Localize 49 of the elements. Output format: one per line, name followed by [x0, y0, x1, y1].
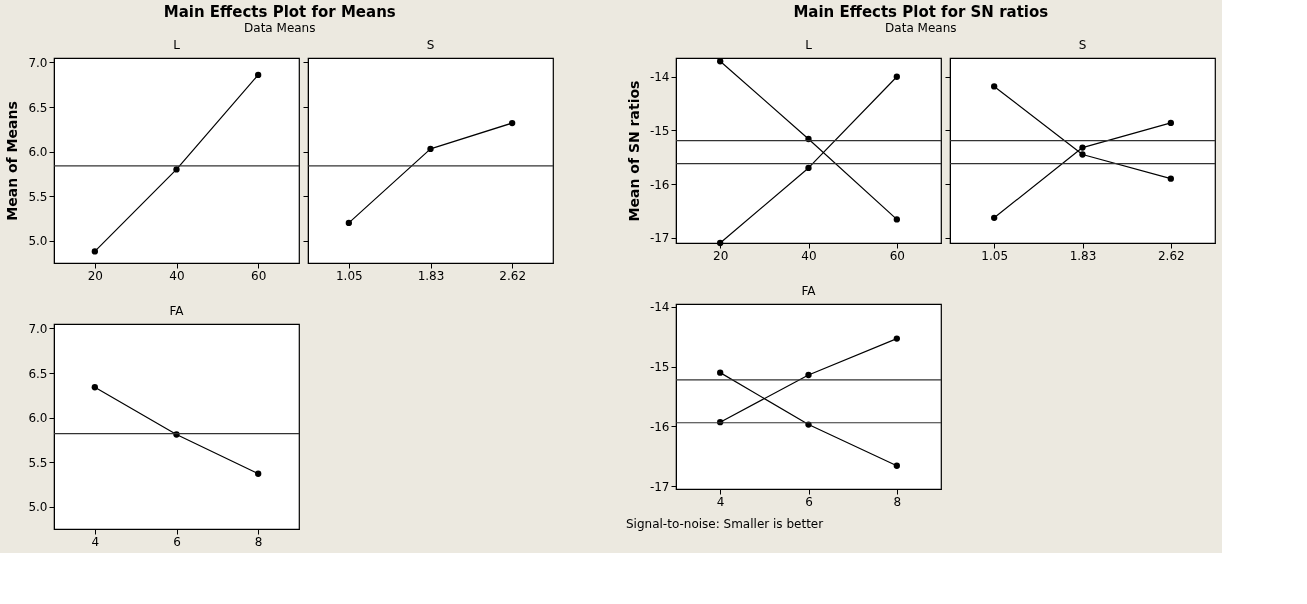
y-tick-label: -16	[649, 419, 670, 434]
x-tick-label: 60	[251, 268, 267, 283]
y-tick-label: 6.5	[28, 100, 48, 115]
chart-title: Main Effects Plot for SN ratios	[793, 3, 1049, 22]
text: L	[173, 38, 181, 52]
y-tick-label: -17	[649, 479, 670, 494]
y-tick-label: -14	[649, 300, 670, 315]
x-tick-label: 20	[87, 268, 103, 283]
y-tick-label: 7.0	[28, 321, 48, 336]
y-tick-label: -15	[649, 123, 670, 138]
x-tick-label: 2.62	[499, 268, 527, 283]
y-tick-label: 5.5	[28, 189, 48, 204]
text: S	[426, 38, 435, 52]
y-tick-label: 5.0	[28, 234, 48, 249]
x-tick-label: 1.05	[981, 248, 1009, 263]
y-tick-label: 6.0	[28, 145, 48, 160]
y-tick-label: -16	[649, 177, 670, 192]
x-tick-label: 6	[173, 534, 181, 549]
y-tick-label: 5.0	[28, 500, 48, 515]
x-tick-label: 1.83	[417, 268, 445, 283]
x-tick-label: 8	[893, 494, 902, 509]
x-tick-label: 40	[801, 248, 817, 263]
x-tick-label: 6	[805, 494, 813, 509]
y-tick-label: 6.5	[28, 366, 48, 381]
y-tick-label: -15	[649, 360, 670, 375]
text: FA	[801, 284, 817, 298]
text: S	[1078, 38, 1087, 52]
x-tick-label: 1.05	[335, 268, 363, 283]
x-tick-label: 60	[889, 248, 905, 263]
y-axis-title: Mean of Means	[4, 101, 21, 221]
chart-subtitle: Data Means	[244, 21, 316, 36]
y-axis-title: Mean of SN ratios	[625, 80, 642, 222]
x-tick-label: 20	[713, 248, 729, 263]
x-tick-label: 1.83	[1069, 248, 1097, 263]
text: Signal-to-noise: Smaller is better	[626, 517, 824, 531]
y-tick-label: -17	[649, 231, 670, 246]
chart-title: Main Effects Plot for Means	[163, 3, 396, 22]
text: FA	[169, 304, 185, 318]
x-tick-label: 2.62	[1157, 248, 1185, 263]
y-tick-label: 5.5	[28, 455, 48, 470]
y-tick-label: 7.0	[28, 55, 48, 70]
y-tick-label: 6.0	[28, 411, 48, 426]
x-tick-label: 40	[169, 268, 185, 283]
x-tick-label: 4	[716, 494, 725, 509]
chart-subtitle: Data Means	[885, 21, 957, 36]
x-tick-label: 8	[254, 534, 263, 549]
y-tick-label: -14	[649, 70, 670, 85]
x-tick-label: 4	[91, 534, 100, 549]
text: L	[805, 38, 813, 52]
